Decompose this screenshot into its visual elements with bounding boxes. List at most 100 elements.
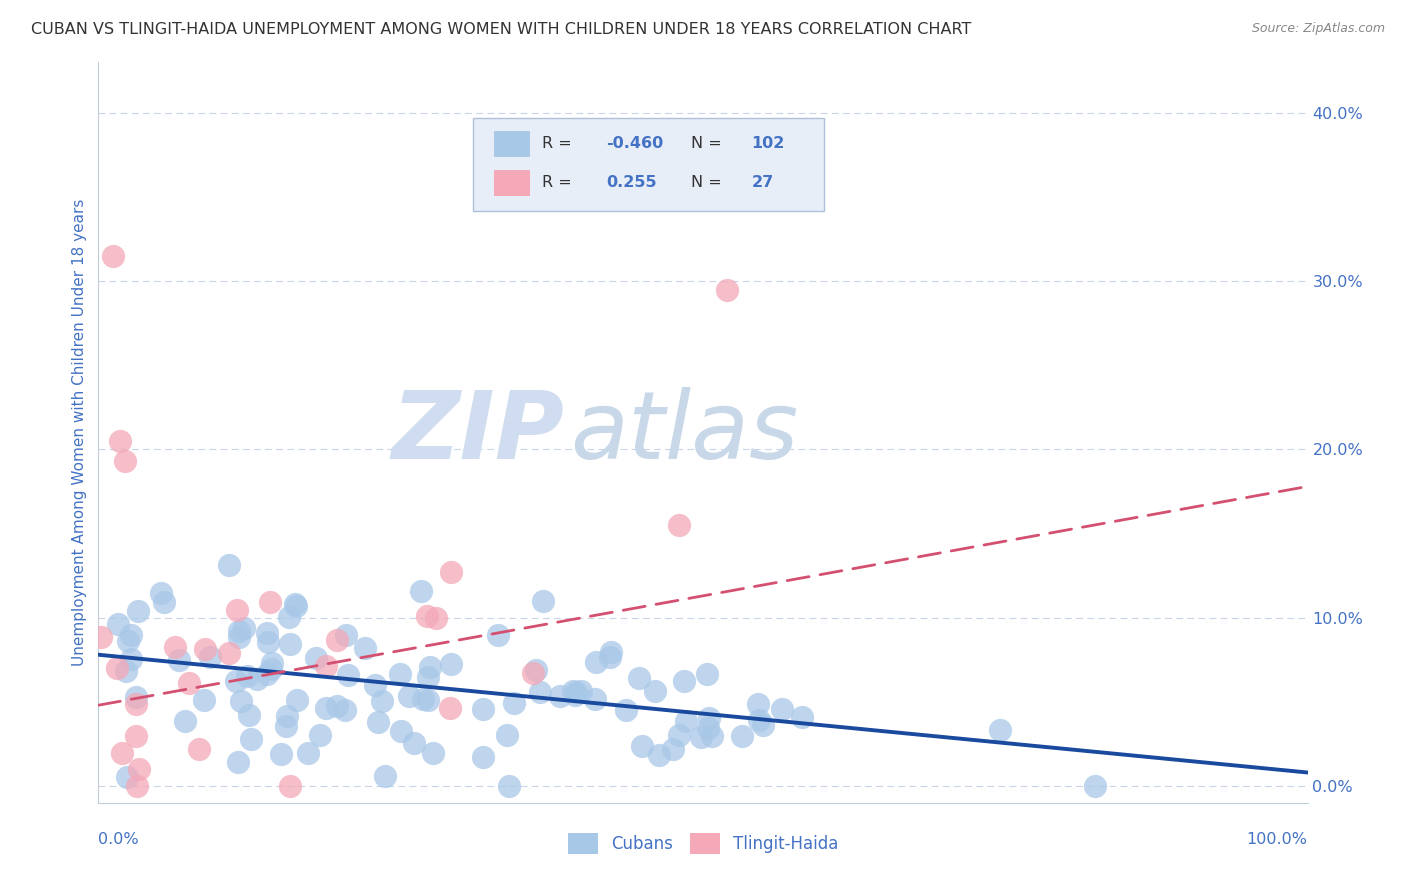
Point xyxy=(416,669,439,683)
Point xyxy=(198,649,221,664)
Point xyxy=(278,610,301,624)
Point xyxy=(367,714,389,729)
Point xyxy=(770,701,793,715)
Point xyxy=(585,655,607,669)
Point xyxy=(232,621,254,635)
Point xyxy=(644,683,666,698)
Point xyxy=(125,779,148,793)
Point xyxy=(425,611,447,625)
Y-axis label: Unemployment Among Women with Children Under 18 years: Unemployment Among Women with Children U… xyxy=(72,199,87,666)
Text: 102: 102 xyxy=(751,136,785,152)
Text: N =: N = xyxy=(690,136,727,152)
Point xyxy=(285,599,308,614)
Point xyxy=(696,721,718,735)
Point xyxy=(402,736,425,750)
Point xyxy=(412,692,434,706)
Text: atlas: atlas xyxy=(569,387,799,478)
Point xyxy=(174,714,197,728)
Point xyxy=(124,729,146,743)
Text: 0.255: 0.255 xyxy=(606,175,657,190)
Point xyxy=(599,645,621,659)
Point xyxy=(177,675,200,690)
Point xyxy=(225,674,247,689)
Point xyxy=(260,656,283,670)
Point xyxy=(284,597,307,611)
Point xyxy=(228,630,250,644)
Point xyxy=(599,649,621,664)
Point xyxy=(409,584,432,599)
Point xyxy=(569,684,592,698)
Text: 27: 27 xyxy=(751,175,773,190)
Point xyxy=(696,667,718,681)
Point xyxy=(280,779,302,793)
Point xyxy=(226,603,249,617)
Point xyxy=(107,617,129,632)
Point xyxy=(668,518,690,533)
Point xyxy=(256,666,278,681)
Point xyxy=(389,724,412,739)
Point xyxy=(246,672,269,686)
Point xyxy=(531,593,554,607)
Point xyxy=(239,732,262,747)
Point xyxy=(226,755,249,769)
Point xyxy=(335,628,357,642)
Point xyxy=(115,665,138,679)
Point xyxy=(503,696,526,710)
Point xyxy=(315,658,337,673)
Point xyxy=(326,633,349,648)
Point xyxy=(278,637,301,651)
Point xyxy=(188,742,211,756)
Point xyxy=(418,692,440,706)
Point xyxy=(675,714,697,729)
Point xyxy=(614,702,637,716)
Text: 100.0%: 100.0% xyxy=(1247,832,1308,847)
Point xyxy=(218,558,240,572)
Point xyxy=(668,728,690,742)
Point xyxy=(416,609,439,624)
Point xyxy=(120,652,142,666)
Point xyxy=(335,703,357,717)
Point xyxy=(90,630,112,644)
Text: N =: N = xyxy=(690,175,727,190)
Point xyxy=(353,641,375,656)
Point xyxy=(270,747,292,762)
Point xyxy=(690,731,713,745)
Point xyxy=(748,713,770,727)
Point xyxy=(276,718,298,732)
Bar xyxy=(494,131,530,157)
Point xyxy=(529,685,551,699)
Legend: Cubans, Tlingit-Haida: Cubans, Tlingit-Haida xyxy=(561,826,845,861)
Point xyxy=(700,729,723,743)
Point xyxy=(150,585,173,599)
Text: 0.0%: 0.0% xyxy=(98,832,139,847)
Point xyxy=(388,666,411,681)
Point xyxy=(326,699,349,714)
Point xyxy=(439,701,461,715)
Point xyxy=(498,779,520,793)
Point xyxy=(309,728,332,742)
Point xyxy=(101,249,124,263)
Text: ZIP: ZIP xyxy=(391,386,564,479)
Bar xyxy=(494,169,530,195)
Point xyxy=(128,762,150,776)
Point xyxy=(662,742,685,756)
Text: R =: R = xyxy=(543,136,576,152)
Point xyxy=(259,595,281,609)
Point xyxy=(471,702,494,716)
Text: CUBAN VS TLINGIT-HAIDA UNEMPLOYMENT AMONG WOMEN WITH CHILDREN UNDER 18 YEARS COR: CUBAN VS TLINGIT-HAIDA UNEMPLOYMENT AMON… xyxy=(31,22,972,37)
Point xyxy=(260,662,283,676)
Point xyxy=(583,692,606,706)
Point xyxy=(256,634,278,648)
Point xyxy=(305,651,328,665)
Point xyxy=(297,747,319,761)
Point xyxy=(127,604,149,618)
Point xyxy=(111,747,134,761)
Point xyxy=(472,749,495,764)
Point xyxy=(524,663,547,677)
Point xyxy=(628,671,651,685)
Point xyxy=(422,746,444,760)
Point xyxy=(114,454,136,468)
Point xyxy=(285,693,308,707)
Point xyxy=(419,660,441,674)
Point xyxy=(117,634,139,648)
